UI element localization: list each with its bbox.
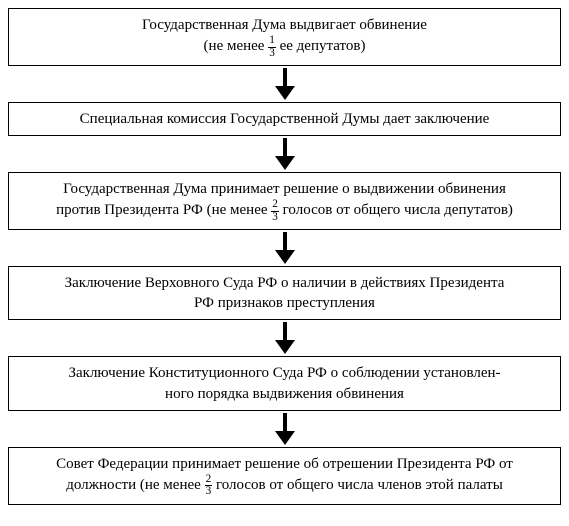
arrow-icon [275, 138, 295, 170]
box1-line2-post: ее депутатов) [276, 38, 366, 54]
box3-line1: Государственная Дума принимает решение о… [63, 181, 506, 197]
box6-line2-post: голосов от общего числа членов этой пала… [212, 477, 503, 493]
impeachment-flowchart: Государственная Дума выдвигает обвинение… [8, 8, 561, 505]
box6-line2-pre: должности (не менее [66, 477, 204, 493]
flow-box-3: Государственная Дума принимает решение о… [8, 172, 561, 230]
flow-box-4: Заключение Верховного Суда РФ о наличии … [8, 266, 561, 321]
box4-line1: Заключение Верховного Суда РФ о наличии … [65, 275, 505, 291]
fraction-1-3: 13 [268, 35, 276, 59]
box6-line1: Совет Федерации принимает решение об отр… [56, 456, 513, 472]
arrow-icon [275, 322, 295, 354]
flow-box-1: Государственная Дума выдвигает обвинение… [8, 8, 561, 66]
box5-line1: Заключение Конституционного Суда РФ о со… [68, 365, 500, 381]
arrow-icon [275, 413, 295, 445]
arrow-icon [275, 232, 295, 264]
box1-line2-pre: (не менее [204, 38, 269, 54]
box4-line2: РФ признаков преступления [194, 295, 375, 311]
box1-line1: Государственная Дума выдвигает обвинение [142, 17, 427, 33]
fraction-2-3: 23 [271, 199, 279, 223]
box3-line2-pre: против Президента РФ (не менее [56, 202, 271, 218]
flow-box-6: Совет Федерации принимает решение об отр… [8, 447, 561, 505]
flow-box-2: Специальная комиссия Государственной Дум… [8, 102, 561, 136]
flow-box-5: Заключение Конституционного Суда РФ о со… [8, 356, 561, 411]
box5-line2: ного порядка выдвижения обвинения [165, 386, 404, 402]
box2-text: Специальная комиссия Государственной Дум… [80, 111, 490, 127]
box3-line2-post: голосов от общего числа депутатов) [279, 202, 513, 218]
arrow-icon [275, 68, 295, 100]
